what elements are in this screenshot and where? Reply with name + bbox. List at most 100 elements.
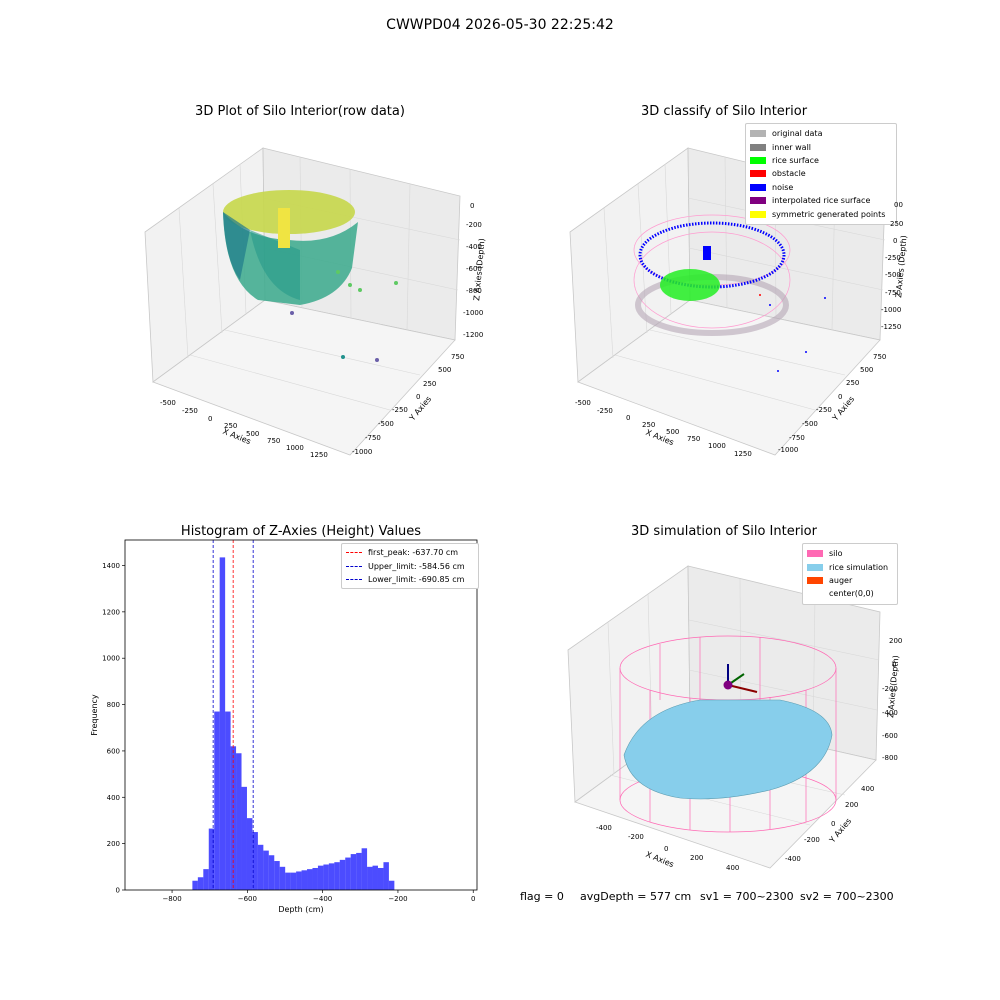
histogram-reference-lines (212, 540, 254, 890)
y-tick-label: 200 (107, 840, 120, 848)
p4-xtick: 0 (664, 845, 669, 853)
p2-xtick: -500 (575, 399, 591, 407)
histogram-bar (367, 866, 373, 890)
legend-line (346, 578, 362, 580)
histogram-bar (257, 844, 264, 890)
legend-line (346, 565, 362, 567)
p2-ztick: -750 (885, 289, 901, 297)
p2-xtick: 0 (626, 414, 631, 422)
p1-xtick: 0 (208, 415, 213, 423)
p1-ztick: -1000 (463, 309, 484, 317)
p1-ztick: -800 (466, 287, 482, 295)
histogram-title: Histogram of Z-Axies (Height) Values (180, 524, 422, 539)
histogram-bar (301, 870, 308, 890)
plot2-legend: original data inner wall rice surface ob… (745, 123, 897, 225)
histogram-x-ticks: −800 −600 −400 −200 0 (162, 890, 475, 903)
histogram-bar (345, 857, 351, 890)
p4-xtick: 200 (690, 854, 704, 862)
p1-ytick: -750 (365, 434, 381, 442)
p4-xtick: -200 (628, 833, 644, 841)
y-tick-label: 400 (107, 794, 120, 802)
histogram-bar (197, 877, 204, 890)
histogram-bar (361, 848, 368, 890)
legend-label: Lower_limit: -690.85 cm (368, 574, 465, 584)
histogram-bar (263, 850, 269, 890)
p2-ztick: -250 (885, 254, 901, 262)
p1-ytick: 0 (416, 393, 421, 401)
histogram-bar (356, 852, 362, 890)
avg-depth-text: avgDepth = 577 cm (580, 890, 692, 903)
p2-ztick: 0 (893, 237, 898, 245)
p4-ztick: -400 (882, 709, 898, 717)
y-tick-label: 1200 (102, 608, 120, 616)
legend-label: rice surface (772, 155, 819, 165)
legend-label: obstacle (772, 169, 806, 179)
p4-ytick: -400 (785, 855, 801, 863)
p4-ytick: 0 (831, 820, 836, 828)
p2-ztick: 250 (890, 220, 904, 228)
y-tick-label: 1000 (102, 655, 120, 663)
legend-label: rice simulation (829, 562, 889, 572)
p1-xtick: -500 (160, 399, 176, 407)
x-tick-label: −600 (238, 895, 257, 903)
legend-label: inner wall (772, 142, 812, 152)
histogram-bar (296, 871, 302, 890)
plot1-point-cloud (223, 190, 398, 362)
p1-ztick: -600 (466, 265, 482, 273)
flag-text: flag = 0 (520, 890, 564, 903)
p1-xtick: 1250 (310, 451, 328, 459)
histogram-bar (377, 867, 384, 890)
p2-xtick: 1000 (708, 442, 726, 450)
legend-item-rice-simulation: rice simulation (807, 560, 893, 573)
p2-ytick: 250 (846, 379, 860, 387)
histogram-bar (252, 832, 258, 890)
p1-ytick: 500 (438, 366, 452, 374)
p2-ytick: 750 (873, 353, 887, 361)
legend-item-noise: noise (750, 181, 892, 194)
p2-ytick: -500 (802, 420, 818, 428)
legend-item-inner-wall: inner wall (750, 140, 892, 153)
p1-ztick: -200 (466, 221, 482, 229)
p1-ytick: 750 (451, 353, 465, 361)
histogram-bar (307, 869, 313, 890)
histogram-bar (192, 880, 198, 890)
histogram-bars (192, 557, 395, 890)
sv2-text: sv2 = 700~2300 (800, 890, 894, 903)
legend-item-center: center(0,0) (807, 587, 893, 600)
p2-ytick: 0 (838, 393, 843, 401)
y-tick-label: 1400 (102, 562, 120, 570)
x-tick-label: −400 (313, 895, 332, 903)
p4-ytick: -200 (804, 836, 820, 844)
histogram-bar (339, 859, 346, 890)
legend-label: center(0,0) (829, 589, 874, 599)
histogram-legend: first_peak: -637.70 cm Upper_limit: -584… (341, 543, 479, 590)
plot4-auger-arrows (723, 664, 758, 693)
p2-ytick: -250 (816, 406, 832, 414)
p2-xtick: 500 (666, 428, 680, 436)
legend-item-symmetric-generated-points: symmetric generated points (750, 207, 892, 220)
histogram-bar (219, 557, 226, 890)
y-tick-label: 0 (116, 887, 120, 895)
p4-ytick: 200 (845, 801, 859, 809)
histogram-bar (236, 753, 242, 890)
legend-swatch (750, 183, 766, 191)
legend-item-first-peak: first_peak: -637.70 cm (346, 546, 474, 559)
legend-swatch (750, 170, 766, 178)
p1-ztick: -1200 (463, 331, 484, 339)
legend-item-auger: auger (807, 574, 893, 587)
y-tick-label: 800 (107, 701, 120, 709)
plot2-axes-box (569, 147, 886, 456)
plot2-title: 3D classify of Silo Interior (640, 104, 808, 119)
legend-line (346, 552, 362, 554)
histogram-y-ticks: 0 200 400 600 800 1000 1200 1400 (102, 562, 125, 895)
legend-item-rice-surface: rice surface (750, 154, 892, 167)
p1-ytick: 250 (423, 380, 437, 388)
histogram-bar (274, 861, 280, 890)
p1-ztick: -400 (466, 243, 482, 251)
p1-xtick: 1000 (286, 444, 304, 452)
histogram-bar (312, 867, 318, 890)
p2-ytick: -750 (789, 434, 805, 442)
histogram-bar (383, 862, 389, 890)
